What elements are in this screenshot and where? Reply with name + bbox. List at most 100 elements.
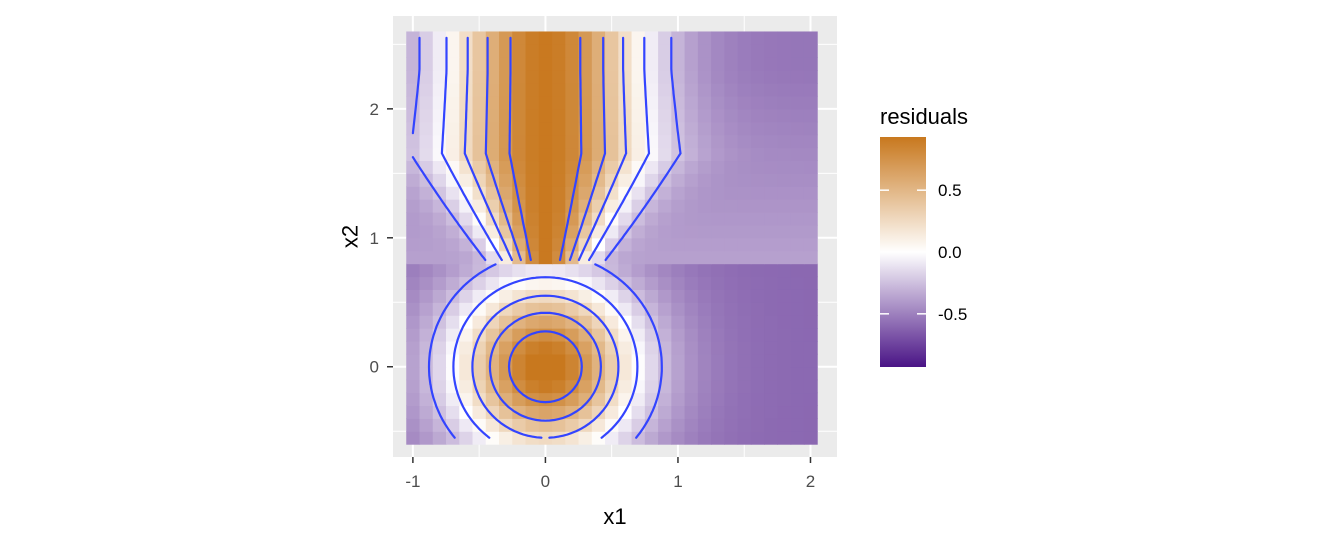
heatmap-tile [724,276,739,290]
heatmap-tile [803,186,818,200]
heatmap-tile [803,328,818,342]
heatmap-tile [737,418,752,432]
heatmap-tile [644,263,659,278]
heatmap-tile [419,431,434,445]
y-tick-label-0: 0 [370,358,379,377]
heatmap-tile [724,315,739,329]
heatmap-tile [724,392,739,407]
heatmap-tile [658,199,672,213]
heatmap-tile [777,199,792,213]
heatmap-tile [406,31,421,45]
heatmap-tile [790,366,805,381]
heatmap-tile [711,353,725,368]
heatmap-tile [499,160,513,174]
heatmap-tile [565,83,580,97]
heatmap-tile [525,431,540,445]
heatmap-tile [737,289,752,303]
heatmap-tile [591,186,606,200]
heatmap-tile [512,224,527,239]
heatmap-tile [618,44,633,58]
heatmap-tile [565,418,580,432]
heatmap-tile [538,83,553,97]
heatmap-tile [432,44,447,58]
heatmap-tile [697,199,712,213]
heatmap-tile [658,57,672,71]
heatmap-tile [711,289,725,303]
heatmap-tile [790,392,805,407]
heatmap-tile [472,70,487,84]
heatmap-tile [552,121,566,136]
heatmap-tile [565,379,580,394]
heatmap-tile [803,263,818,278]
heatmap-tile [671,147,686,162]
heatmap-tile [565,160,580,174]
heatmap-tile [803,289,818,303]
heatmap-tile [419,418,434,432]
heatmap-tile [671,366,686,381]
heatmap-tile [406,44,421,58]
heatmap-tile [737,147,752,162]
heatmap-tile [618,431,633,445]
heatmap-tile [790,147,805,162]
heatmap-tile [750,83,765,97]
heatmap-tile [671,263,686,278]
heatmap-tile [777,147,792,162]
heatmap-tile [764,83,778,97]
heatmap-tile [777,31,792,45]
heatmap-tile [552,199,566,213]
heatmap-tile [565,121,580,136]
heatmap-tile [697,70,712,84]
heatmap-tile [724,379,739,394]
heatmap-tile [485,70,500,84]
heatmap-tile [446,44,460,58]
heatmap-tile [419,121,434,136]
heatmap-tile [764,44,778,58]
heatmap-tile [406,340,421,355]
heatmap-tile [711,95,725,110]
heatmap-tile [512,57,527,71]
heatmap-tile [750,212,765,226]
heatmap-tile [419,237,434,252]
heatmap-tile [803,315,818,329]
heatmap-tile [684,431,699,445]
heatmap-tile [764,328,778,342]
heatmap-tile [658,418,672,432]
heatmap-tile [419,134,434,149]
heatmap-tile [777,57,792,71]
heatmap-tile [591,250,606,265]
heatmap-tile [406,315,421,329]
heatmap-tile [790,328,805,342]
heatmap-tile [446,328,460,342]
heatmap-tile [684,31,699,45]
heatmap-tile [684,405,699,419]
heatmap-tile [472,95,487,110]
heatmap-tile [697,353,712,368]
heatmap-tile [499,315,513,329]
heatmap-tile [803,199,818,213]
heatmap-tile [485,315,500,329]
heatmap-tile [432,340,447,355]
heatmap-tile [671,353,686,368]
heatmap-tile [432,83,447,97]
heatmap-tile [618,31,633,45]
heatmap-tile [618,212,633,226]
heatmap-tile [697,147,712,162]
heatmap-tile [671,250,686,265]
heatmap-tile [724,95,739,110]
heatmap-tile [697,160,712,174]
heatmap-tile [631,315,646,329]
heatmap-tile [605,95,619,110]
heatmap-tile [512,340,527,355]
heatmap-tile [711,44,725,58]
heatmap-tile [512,263,527,278]
heatmap-tile [591,108,606,123]
heatmap-tile [803,121,818,136]
y-tick-label-1: 1 [370,229,379,248]
heatmap-tile [446,108,460,123]
heatmap-tile [684,173,699,187]
heatmap-tile [697,237,712,252]
heatmap-tile [565,224,580,239]
heatmap-tile [578,379,593,394]
heatmap-tile [618,379,633,394]
heatmap-tile [512,83,527,97]
